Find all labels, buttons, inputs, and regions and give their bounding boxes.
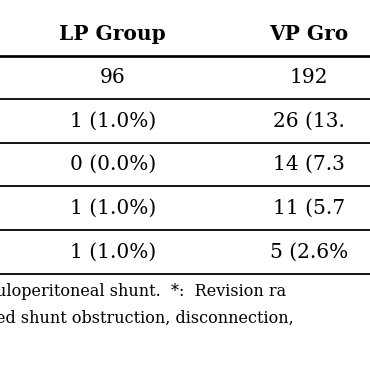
Text: 14 (7.3: 14 (7.3 — [273, 155, 345, 174]
Text: 1 (1.0%): 1 (1.0%) — [70, 199, 156, 218]
Text: LP Group: LP Group — [60, 24, 166, 44]
Text: 192: 192 — [290, 68, 328, 87]
Text: 1 (1.0%): 1 (1.0%) — [70, 111, 156, 131]
Text: ed shunt obstruction, disconnection,: ed shunt obstruction, disconnection, — [0, 310, 294, 327]
Text: 11 (5.7: 11 (5.7 — [273, 199, 345, 218]
Text: 5 (2.6%: 5 (2.6% — [270, 242, 348, 262]
Text: 26 (13.: 26 (13. — [273, 111, 345, 131]
Text: VP Gro: VP Gro — [269, 24, 349, 44]
Text: 0 (0.0%): 0 (0.0%) — [70, 155, 156, 174]
Text: 1 (1.0%): 1 (1.0%) — [70, 242, 156, 262]
Text: 96: 96 — [100, 68, 126, 87]
Text: uloperitoneal shunt.  *:  Revision ra: uloperitoneal shunt. *: Revision ra — [0, 283, 286, 300]
